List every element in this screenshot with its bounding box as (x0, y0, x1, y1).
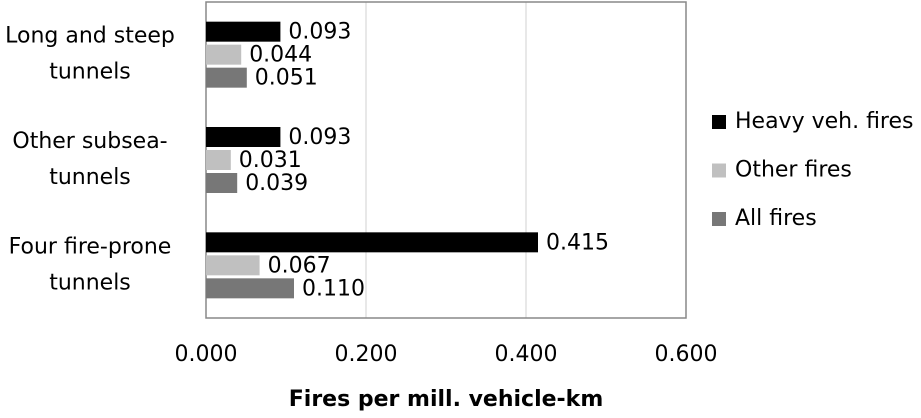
value-label: 0.051 (255, 66, 318, 91)
bar (206, 232, 538, 253)
x-tick-label: 0.000 (175, 342, 238, 367)
bar (206, 173, 238, 193)
bar (206, 21, 281, 42)
bar (206, 255, 260, 276)
y-tick-label: tunnels (49, 165, 131, 190)
bar (206, 127, 281, 147)
value-label: 0.031 (239, 148, 302, 173)
legend-label: Heavy veh. fires (735, 109, 914, 134)
bar (206, 278, 294, 299)
x-tick-label: 0.400 (495, 342, 558, 367)
legend-label: Other fires (735, 158, 852, 183)
x-axis-title: Fires per mill. vehicle-km (289, 387, 604, 412)
legend-swatch (712, 163, 726, 178)
x-tick-label: 0.200 (335, 342, 398, 367)
y-tick-label: Four fire-prone (9, 234, 172, 259)
legend-swatch (712, 212, 726, 226)
value-label: 0.093 (288, 20, 351, 45)
value-label: 0.415 (546, 230, 609, 255)
value-label: 0.044 (249, 43, 312, 68)
bar (206, 44, 242, 65)
value-label: 0.067 (268, 253, 331, 278)
bar (206, 67, 247, 88)
value-label: 0.110 (302, 276, 365, 301)
legend-label: All fires (735, 206, 817, 231)
legend-swatch (712, 115, 726, 129)
y-tick-label: Long and steep (5, 24, 175, 49)
y-tick-label: tunnels (49, 270, 131, 295)
value-label: 0.039 (245, 171, 308, 196)
y-tick-label: tunnels (49, 60, 131, 85)
y-tick-label: Other subsea- (12, 129, 167, 154)
value-label: 0.093 (288, 125, 351, 150)
x-tick-label: 0.600 (655, 342, 718, 367)
bar (206, 150, 231, 170)
